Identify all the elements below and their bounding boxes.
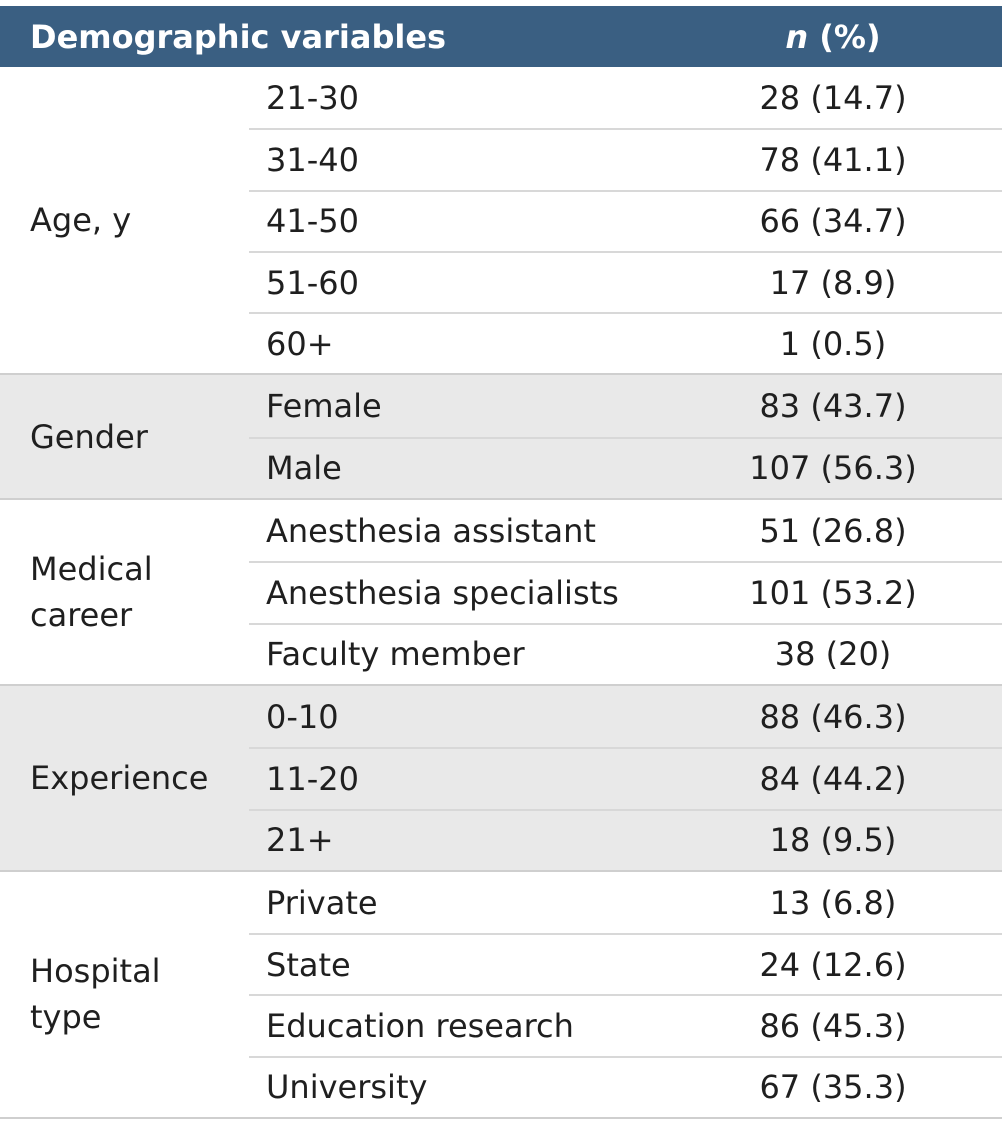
group-4: Hospital type Private 13 (6.8) State 24 (12.… bbox=[0, 872, 1002, 1120]
table-row: Private 13 (6.8) bbox=[249, 872, 1002, 933]
group-2: Medical career Anesthesia assistant 51 (26… bbox=[0, 500, 1002, 686]
value-cell: 28 (14.7) bbox=[759, 78, 907, 117]
table-row: Faculty member 38 (20) bbox=[249, 622, 1002, 684]
table-row: Anesthesia specialists 101 (53.2) bbox=[249, 561, 1002, 622]
category-cell: 41-50 bbox=[266, 202, 359, 241]
table-row: State 24 (12.6) bbox=[249, 933, 1002, 994]
value-cell: 83 (43.7) bbox=[759, 387, 907, 426]
category-cell: 21+ bbox=[266, 821, 334, 860]
category-cell: 11-20 bbox=[266, 759, 359, 798]
value-cell: 66 (34.7) bbox=[759, 202, 907, 241]
group-rows: Anesthesia assistant 51 (26.8) Anesthesia … bbox=[249, 500, 1002, 684]
category-cell: Male bbox=[266, 449, 342, 488]
value-cell: 38 (20) bbox=[774, 635, 892, 674]
group-label: Medical career bbox=[30, 550, 153, 635]
group-rows: 21-30 28 (14.7) 31-40 78 (41.1) 41-50 66 (34.… bbox=[249, 67, 1002, 373]
value-cell: 78 (41.1) bbox=[759, 140, 907, 179]
table-row: Anesthesia assistant 51 (26.8) bbox=[249, 500, 1002, 561]
header-percent: (%) bbox=[808, 17, 881, 56]
table-row: 51-60 17 (8.9) bbox=[249, 250, 1002, 312]
category-cell: Education research bbox=[266, 1007, 574, 1046]
table-header: Demographic variables n (%) bbox=[0, 6, 1002, 67]
header-n: n bbox=[785, 17, 809, 56]
category-cell: Female bbox=[266, 387, 382, 426]
value-cell: 51 (26.8) bbox=[759, 511, 907, 550]
value-cell: 86 (45.3) bbox=[759, 1007, 907, 1046]
category-cell: Anesthesia assistant bbox=[266, 511, 596, 550]
value-cell: 17 (8.9) bbox=[769, 263, 897, 302]
table-row: 41-50 66 (34.7) bbox=[249, 189, 1002, 251]
value-cell: 101 (53.2) bbox=[749, 574, 917, 613]
table-row: Female 83 (43.7) bbox=[249, 375, 1002, 436]
value-cell: 88 (46.3) bbox=[759, 697, 907, 736]
category-cell: State bbox=[266, 945, 351, 984]
value-cell: 67 (35.3) bbox=[759, 1068, 907, 1107]
demographics-table: Demographic variables n (%) Age, y 21-30 2… bbox=[0, 6, 1002, 1120]
group-label: Experience bbox=[30, 758, 209, 797]
group-rows: Private 13 (6.8) State 24 (12.6) Education r… bbox=[249, 872, 1002, 1117]
group-rows: 0-10 88 (46.3) 11-20 84 (44.2) 21+ 18 (9.5) bbox=[249, 686, 1002, 870]
table-row: 21-30 28 (14.7) bbox=[249, 67, 1002, 128]
header-demographic-variables: Demographic variables bbox=[30, 17, 447, 56]
category-cell: 31-40 bbox=[266, 140, 359, 179]
table-row: University 67 (35.3) bbox=[249, 1055, 1002, 1117]
value-cell: 1 (0.5) bbox=[779, 324, 887, 363]
group-label: Gender bbox=[30, 417, 148, 456]
table-body: Age, y 21-30 28 (14.7) 31-40 78 (41.1) 41-50 6… bbox=[0, 67, 1002, 1120]
category-cell: 21-30 bbox=[266, 78, 359, 117]
value-cell: 107 (56.3) bbox=[749, 449, 917, 488]
category-cell: Private bbox=[266, 883, 378, 922]
table-row: Male 107 (56.3) bbox=[249, 436, 1002, 498]
category-cell: Faculty member bbox=[266, 635, 525, 674]
group-label: Hospital type bbox=[30, 952, 161, 1037]
group-1: Gender Female 83 (43.7) Male 107 (56.3) bbox=[0, 375, 1002, 501]
group-rows: Female 83 (43.7) Male 107 (56.3) bbox=[249, 375, 1002, 498]
table-row: 0-10 88 (46.3) bbox=[249, 686, 1002, 747]
group-3: Experience 0-10 88 (46.3) 11-20 84 (44.2) 21+… bbox=[0, 685, 1002, 872]
group-label: Age, y bbox=[30, 201, 132, 240]
table-row: Education research 86 (45.3) bbox=[249, 994, 1002, 1055]
category-cell: 51-60 bbox=[266, 263, 359, 302]
header-n-percent: n (%) bbox=[694, 18, 1002, 56]
table-row: 11-20 84 (44.2) bbox=[249, 747, 1002, 808]
category-cell: 0-10 bbox=[266, 697, 339, 736]
value-cell: 13 (6.8) bbox=[769, 883, 897, 922]
table-row: 31-40 78 (41.1) bbox=[249, 128, 1002, 189]
value-cell: 18 (9.5) bbox=[769, 821, 897, 860]
value-cell: 24 (12.6) bbox=[759, 945, 907, 984]
table-row: 21+ 18 (9.5) bbox=[249, 808, 1002, 870]
table-row: 60+ 1 (0.5) bbox=[249, 312, 1002, 373]
category-cell: 60+ bbox=[266, 324, 334, 363]
category-cell: University bbox=[266, 1068, 428, 1107]
group-0: Age, y 21-30 28 (14.7) 31-40 78 (41.1) 41-50 6… bbox=[0, 67, 1002, 376]
value-cell: 84 (44.2) bbox=[759, 759, 907, 798]
category-cell: Anesthesia specialists bbox=[266, 574, 619, 613]
